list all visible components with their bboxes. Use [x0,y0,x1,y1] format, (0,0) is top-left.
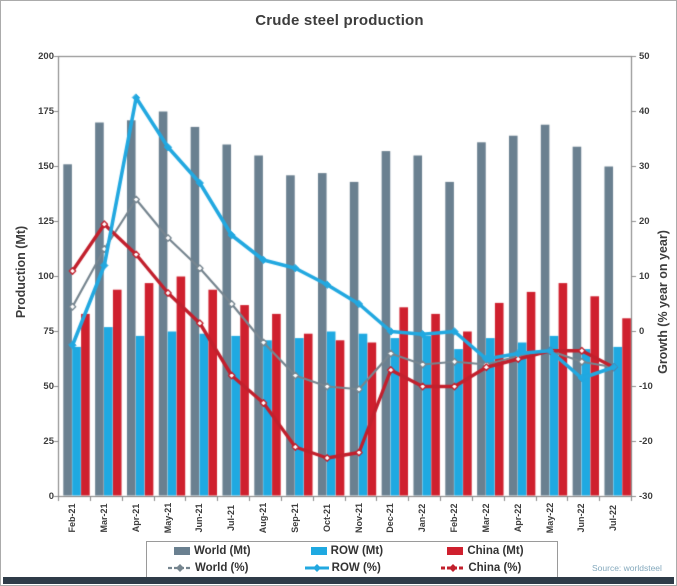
x-tick-label: Jan-22 [417,503,428,533]
x-tick-label: Feb-21 [67,503,77,533]
legend-line-swatch-icon [304,564,329,573]
legend-item-label: China (%) [468,562,522,575]
x-tick-label: Sep-21 [289,503,300,533]
legend-item-label: World (%) [195,562,249,575]
y-right-tick-label: -30 [639,490,653,502]
x-tick-label: Mar-22 [480,503,491,533]
legend-item: World (Mt) [147,542,284,560]
y-left-tick-label: 100 [38,270,54,282]
legend-item-label: ROW (%) [331,562,381,575]
y-right-tick-label: -10 [639,380,653,392]
y-right-tick-label: 30 [639,160,650,172]
x-tick-label: Mar-21 [98,503,109,533]
x-tick-label: Dec-21 [385,503,396,533]
y-left-tick-label: 200 [38,50,54,62]
legend-line-swatch-icon [441,564,466,573]
x-tick-label: Nov-21 [353,502,364,534]
y-left-tick-label: 25 [43,435,54,447]
legend-bar-swatch-icon [310,546,327,555]
x-tick-label: Aug-21 [258,502,268,534]
legend-line-swatch-icon [168,564,192,573]
x-tick-label: May-21 [162,502,173,534]
y-right-tick-label: 0 [639,325,645,337]
chart-title: Crude steel production [255,12,424,29]
legend-item: China (%) [420,560,557,578]
legend-item: World (%) [147,560,284,578]
y-right-tick-label: 10 [639,270,650,282]
legend-item: ROW (Mt) [284,542,421,560]
y-left-tick-label: 75 [43,325,54,337]
y-axis-right-title: Growth (% year on year) [656,230,670,374]
legend-item-label: ROW (Mt) [330,544,384,557]
y-left-tick-label: 125 [38,215,54,227]
y-right-tick-label: 50 [639,50,650,62]
x-tick-label: Jul-21 [226,504,237,532]
x-tick-label: Jul-22 [608,504,619,532]
y-right-tick-label: 20 [639,215,650,227]
x-tick-label: Apr-22 [512,503,523,533]
y-left-tick-label: 150 [38,160,54,172]
y-right-tick-label: -20 [639,435,653,447]
y-right-tick-label: 40 [639,105,650,117]
chart-legend: World (Mt) ROW (Mt) China (Mt) World (%) ROW… [146,541,558,578]
y-left-tick-label: 175 [38,105,54,117]
y-left-tick-label: 0 [48,490,54,502]
bottom-frame-bar [3,577,674,584]
x-tick-label: May-22 [544,502,555,534]
legend-bar-swatch-icon [447,546,464,555]
legend-item-label: China (Mt) [467,544,524,557]
legend-item-label: World (Mt) [194,544,251,557]
x-tick-label: Feb-22 [449,503,459,533]
x-tick-label: Jun-22 [576,503,587,533]
x-tick-label: Apr-21 [130,503,141,533]
y-left-tick-label: 50 [43,380,54,392]
legend-item: ROW (%) [284,560,421,578]
legend-bar-swatch-icon [174,546,190,555]
x-tick-label: Jun-21 [194,503,205,533]
source-note: Source: worldsteel [592,563,662,573]
x-tick-label: Oct-21 [321,503,332,533]
legend-item: China (Mt) [420,542,557,560]
